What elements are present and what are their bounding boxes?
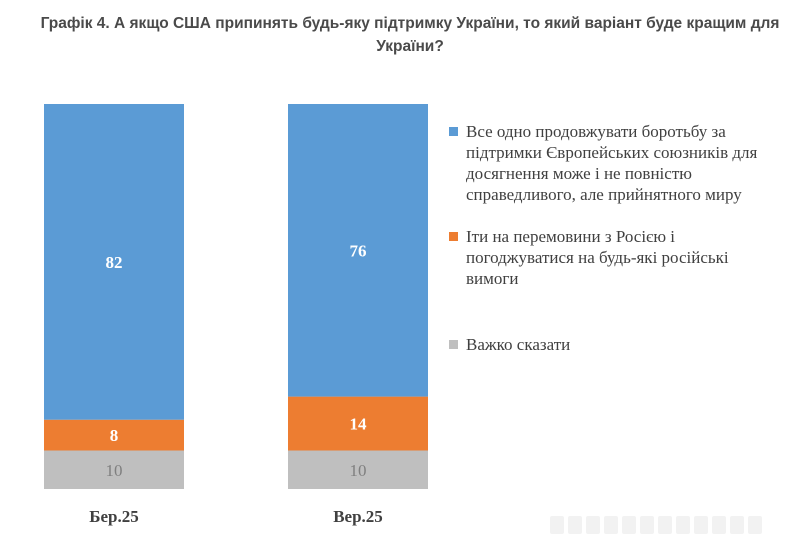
data-label: 10 bbox=[350, 461, 367, 480]
data-label: 82 bbox=[106, 253, 123, 272]
bar-segment bbox=[288, 104, 428, 397]
data-label: 8 bbox=[110, 426, 119, 445]
legend-swatch-blue-icon bbox=[449, 127, 458, 136]
legend-item-negotiate: Іти на перемовини з Росією і погоджувати… bbox=[447, 226, 767, 289]
legend-label: Все одно продовжувати боротьбу за підтри… bbox=[466, 122, 758, 204]
bar-segment bbox=[288, 396, 428, 451]
bar-segment bbox=[44, 450, 184, 489]
legend-label: Іти на перемовини з Росією і погоджувати… bbox=[466, 227, 729, 288]
data-label: 76 bbox=[350, 241, 367, 260]
legend-item-hard-to-say: Важко сказати bbox=[447, 334, 767, 355]
chart-title: Графік 4. А якщо США припинять будь-яку … bbox=[40, 15, 780, 55]
data-label: 14 bbox=[350, 415, 368, 434]
legend-label: Важко сказати bbox=[466, 335, 571, 354]
legend-item-continue-fighting: Все одно продовжувати боротьбу за підтри… bbox=[447, 121, 767, 205]
legend-swatch-gray-icon bbox=[449, 340, 458, 349]
bar-segment bbox=[288, 450, 428, 489]
bar-segment bbox=[44, 419, 184, 451]
legend-swatch-orange-icon bbox=[449, 232, 458, 241]
category-tick-label: Бер.25 bbox=[89, 507, 139, 526]
bar-segment bbox=[44, 104, 184, 420]
watermark-logo bbox=[550, 510, 782, 540]
category-tick-label: Вер.25 bbox=[333, 507, 383, 526]
data-label: 10 bbox=[106, 461, 123, 480]
chart-legend: Все одно продовжувати боротьбу за підтри… bbox=[447, 121, 767, 355]
